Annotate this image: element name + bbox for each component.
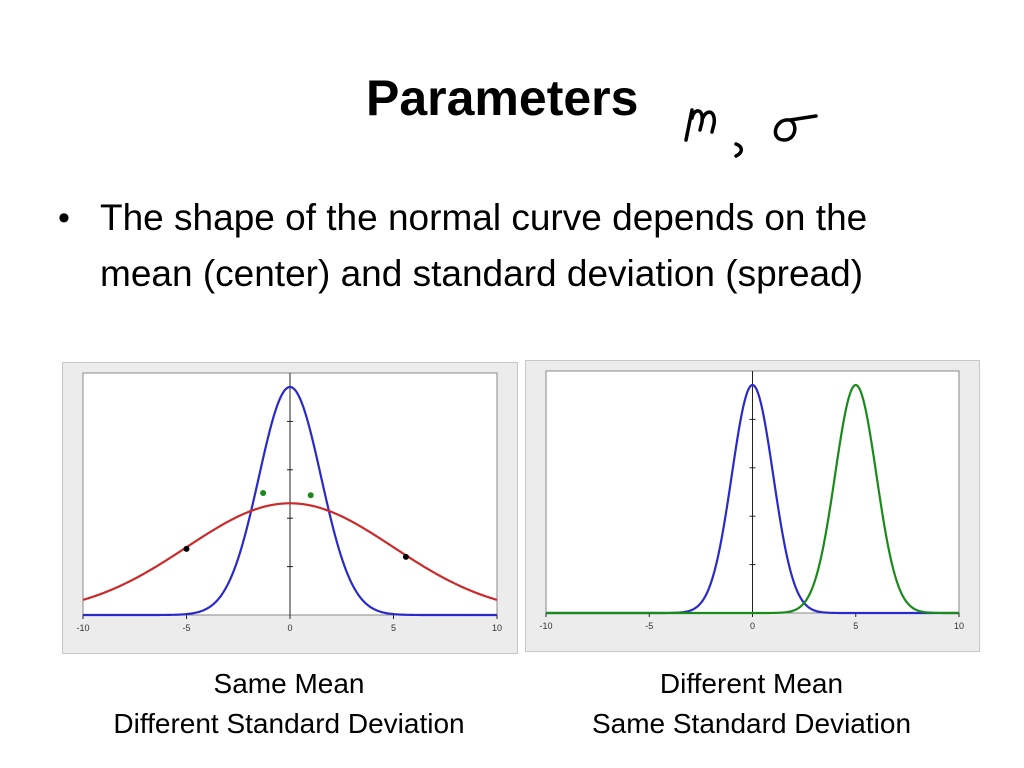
x-tick-label: -5 [645, 621, 653, 631]
chart-panel-right: -10 -5 0 5 10 [525, 360, 980, 652]
x-tick-label: 10 [492, 623, 502, 633]
chart-right: -10 -5 0 5 10 [539, 370, 964, 631]
x-tick-label: 0 [287, 623, 292, 633]
caption-left-line2: Different Standard Deviation [113, 708, 465, 739]
marker-point-2 [183, 545, 190, 552]
marker-point-1 [307, 492, 314, 499]
series-line-1 [82, 502, 498, 601]
handwritten-mu-sigma-annotation [684, 108, 818, 158]
caption-right-line1: Different Mean [659, 668, 844, 699]
chart-left: -10 -5 0 5 10 [76, 372, 502, 633]
x-tick-label: -10 [539, 621, 552, 631]
x-tick-label: 10 [954, 621, 964, 631]
x-tick-label: 5 [853, 621, 858, 631]
bullet-marker: • [58, 199, 70, 237]
caption-left: Same Mean Different Standard Deviation [62, 664, 516, 744]
chart-panel-left: -10 -5 0 5 10 [62, 362, 518, 654]
marker-point-0 [260, 490, 267, 497]
slide-title: Parameters [366, 70, 639, 126]
bullet-text: The shape of the normal curve depends on… [100, 197, 868, 294]
series-line-1 [546, 383, 959, 615]
x-tick-label: -10 [76, 623, 89, 633]
x-tick-label: 5 [391, 623, 396, 633]
x-tick-label: -5 [182, 623, 190, 633]
x-tick-label: 0 [750, 621, 755, 631]
marker-point-3 [402, 553, 409, 560]
caption-right-line2: Same Standard Deviation [591, 708, 912, 739]
caption-right: Different Mean Same Standard Deviation [525, 664, 978, 744]
caption-left-line1: Same Mean [213, 668, 365, 699]
series-line-0 [83, 385, 497, 617]
